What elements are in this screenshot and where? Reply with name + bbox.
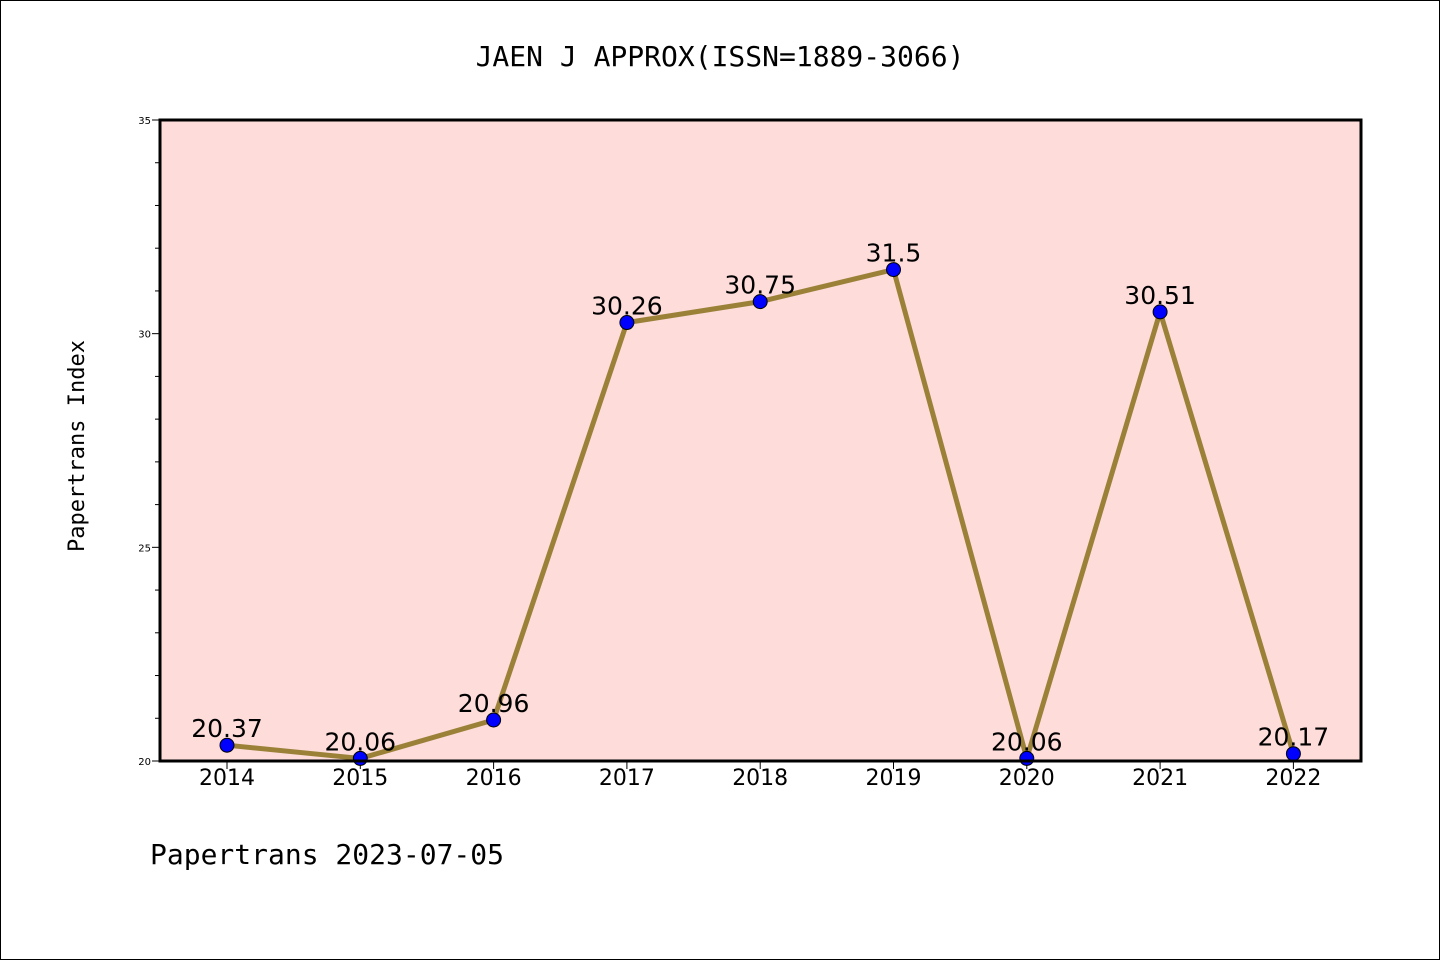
data-label-2018: 30.75 <box>724 271 796 300</box>
y-tick-label: 35 <box>138 116 151 127</box>
data-point-2016 <box>486 712 502 728</box>
x-tick-label: 2022 <box>1265 766 1321 791</box>
axis-ticks: 20 25 30 35 2014 2015 2016 2017 2018 2019 2020 2021… <box>138 116 1321 791</box>
data-label-2019: 31.5 <box>866 239 922 268</box>
y-tick-label: 30 <box>138 330 151 341</box>
data-labels: 20.37 20.06 20.96 30.26 30.75 31.5 20.06 30.51 2… <box>191 239 1329 757</box>
chart-title: JAEN J APPROX(ISSN=1889-3066) <box>476 40 965 73</box>
data-points <box>219 262 1301 766</box>
data-label-2015: 20.06 <box>325 727 397 756</box>
data-label-2014: 20.37 <box>191 714 263 743</box>
x-tick-label: 2014 <box>199 766 255 791</box>
y-axis-label: Papertrans Index <box>65 340 90 552</box>
data-point-2014 <box>219 737 235 753</box>
data-point-2021 <box>1152 304 1168 320</box>
data-label-2020: 20.06 <box>991 727 1063 756</box>
x-tick-label: 2021 <box>1132 766 1188 791</box>
x-tick-label: 2018 <box>732 766 788 791</box>
data-point-2017 <box>619 315 635 331</box>
x-tick-label: 2017 <box>599 766 655 791</box>
x-tick-label: 2016 <box>466 766 522 791</box>
footer-caption: Papertrans 2023-07-05 <box>150 838 504 871</box>
y-tick-label: 20 <box>138 757 151 768</box>
data-label-2022: 20.17 <box>1258 723 1330 752</box>
data-label-2016: 20.96 <box>458 689 530 718</box>
plot-border <box>158 118 1363 763</box>
data-label-2017: 30.26 <box>591 292 663 321</box>
plot-area <box>160 120 1361 761</box>
data-point-2018 <box>752 294 768 310</box>
x-tick-label: 2019 <box>866 766 922 791</box>
x-tick-label: 2015 <box>332 766 388 791</box>
data-label-2021: 30.51 <box>1124 281 1196 310</box>
x-tick-label: 2020 <box>999 766 1055 791</box>
y-tick-label: 25 <box>138 543 151 554</box>
data-point-2019 <box>886 262 901 278</box>
